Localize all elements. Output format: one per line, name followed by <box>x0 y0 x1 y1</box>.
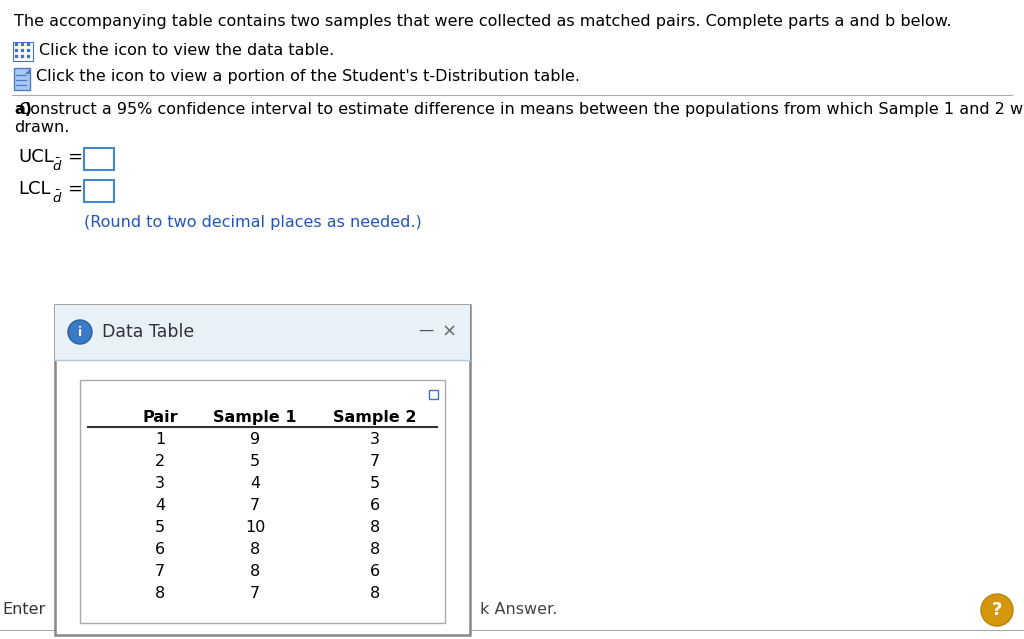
Circle shape <box>68 320 92 344</box>
Bar <box>26 42 30 46</box>
Text: 8: 8 <box>370 542 380 557</box>
Bar <box>26 54 30 58</box>
Text: UCL: UCL <box>18 148 53 166</box>
Text: 7: 7 <box>250 586 260 601</box>
Text: 6: 6 <box>370 498 380 513</box>
Text: 10: 10 <box>245 520 265 535</box>
Bar <box>80 380 445 623</box>
Text: —: — <box>418 323 433 338</box>
Text: 7: 7 <box>155 564 165 579</box>
Text: 8: 8 <box>155 586 165 601</box>
Text: drawn.: drawn. <box>14 120 70 135</box>
Text: 6: 6 <box>155 542 165 557</box>
Bar <box>14 42 18 46</box>
Text: Construct a 95% confidence interval to estimate difference in means between the : Construct a 95% confidence interval to e… <box>14 102 1024 117</box>
Text: ×: × <box>442 323 457 341</box>
Bar <box>429 390 438 399</box>
Text: 6: 6 <box>370 564 380 579</box>
Text: 9: 9 <box>250 432 260 447</box>
Text: 5: 5 <box>155 520 165 535</box>
Text: 2: 2 <box>155 454 165 469</box>
Polygon shape <box>25 69 30 74</box>
Bar <box>20 48 24 52</box>
Text: LCL: LCL <box>18 180 50 198</box>
Text: 8: 8 <box>250 564 260 579</box>
Text: Sample 2: Sample 2 <box>333 410 417 425</box>
Text: 5: 5 <box>370 476 380 491</box>
Text: =: = <box>67 180 82 198</box>
Text: Click the icon to view the data table.: Click the icon to view the data table. <box>39 43 334 58</box>
Text: =: = <box>67 148 82 166</box>
Text: $\bar{d}$: $\bar{d}$ <box>52 157 62 174</box>
Text: 7: 7 <box>370 454 380 469</box>
Text: Click the icon to view a portion of the Student's t-Distribution table.: Click the icon to view a portion of the … <box>36 69 580 84</box>
Bar <box>55 305 470 360</box>
Text: 7: 7 <box>250 498 260 513</box>
Text: 4: 4 <box>250 476 260 491</box>
Text: ?: ? <box>992 601 1002 619</box>
Bar <box>20 42 24 46</box>
Text: Data Table: Data Table <box>102 323 195 341</box>
Text: k Answer.: k Answer. <box>480 602 557 617</box>
Bar <box>13 42 33 61</box>
Text: a): a) <box>14 102 32 117</box>
Text: 8: 8 <box>370 586 380 601</box>
Text: 1: 1 <box>155 432 165 447</box>
Text: 8: 8 <box>250 542 260 557</box>
Bar <box>14 54 18 58</box>
Text: Pair: Pair <box>142 410 178 425</box>
Text: The accompanying table contains two samples that were collected as matched pairs: The accompanying table contains two samp… <box>14 14 951 29</box>
Text: i: i <box>78 325 82 339</box>
Circle shape <box>981 594 1013 626</box>
Text: Sample 1: Sample 1 <box>213 410 297 425</box>
Bar <box>20 54 24 58</box>
Text: 5: 5 <box>250 454 260 469</box>
Bar <box>26 48 30 52</box>
Text: $\bar{d}$: $\bar{d}$ <box>52 189 62 206</box>
Text: 8: 8 <box>370 520 380 535</box>
Text: (Round to two decimal places as needed.): (Round to two decimal places as needed.) <box>84 215 422 230</box>
Text: Enter: Enter <box>2 602 45 617</box>
Text: 3: 3 <box>370 432 380 447</box>
Bar <box>14 48 18 52</box>
Bar <box>14 68 30 90</box>
Text: 3: 3 <box>155 476 165 491</box>
Bar <box>55 305 470 635</box>
Bar <box>84 180 114 202</box>
Text: 4: 4 <box>155 498 165 513</box>
Bar <box>84 148 114 170</box>
